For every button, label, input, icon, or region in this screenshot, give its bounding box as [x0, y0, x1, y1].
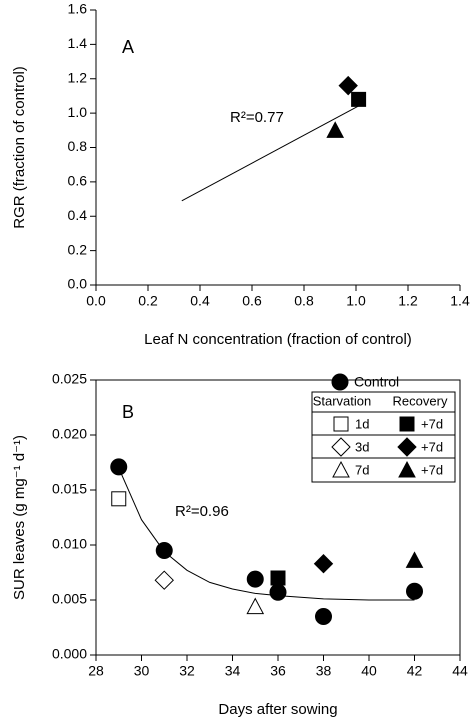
marker-circle [315, 608, 332, 625]
x-tick-label: 0.2 [138, 293, 158, 309]
legend-label: +7d [421, 439, 443, 454]
x-tick-label: 42 [407, 663, 423, 679]
y-tick-label: 0.8 [68, 138, 88, 154]
marker-square [351, 91, 367, 107]
x-tick-label: 0.4 [190, 293, 210, 309]
panel-label: B [122, 402, 134, 422]
y-tick-label: 0.6 [68, 173, 88, 189]
x-axis-label: Leaf N concentration (fraction of contro… [144, 331, 412, 348]
marker-circle [269, 583, 287, 601]
fit-line [118, 467, 415, 601]
marker-circle [406, 582, 423, 600]
annotation: R²=0.96 [175, 503, 229, 520]
legend-marker [399, 416, 415, 432]
legend-header: Recovery [393, 393, 448, 408]
legend-marker [331, 373, 349, 391]
marker-triangle [326, 121, 345, 138]
marker-diamond [338, 75, 358, 96]
legend-label: +7d [421, 462, 443, 477]
y-tick-label: 0.000 [52, 646, 87, 662]
x-tick-label: 40 [361, 663, 377, 679]
legend-label: 1d [355, 416, 369, 431]
legend-label: Control [354, 374, 399, 390]
x-tick-label: 0.0 [86, 293, 106, 309]
legend-label: 7d [355, 462, 369, 477]
y-tick-label: 1.4 [68, 35, 88, 51]
y-tick-label: 0.020 [52, 426, 87, 442]
y-tick-label: 0.015 [52, 481, 87, 497]
x-tick-label: 28 [88, 663, 104, 679]
x-tick-label: 0.6 [242, 293, 262, 309]
y-axis-label: RGR (fraction of control) [11, 66, 28, 229]
marker-square [111, 491, 127, 507]
legend-marker [398, 460, 416, 478]
x-tick-label: 30 [134, 663, 150, 679]
x-tick-label: 34 [225, 663, 241, 679]
marker-triangle [246, 597, 265, 615]
y-tick-label: 0.010 [52, 536, 87, 552]
marker-circle [246, 570, 264, 588]
y-tick-label: 0.005 [52, 591, 87, 607]
legend-marker [333, 416, 349, 432]
x-tick-label: 36 [270, 663, 286, 679]
y-tick-label: 0.2 [68, 241, 88, 257]
legend-marker [331, 437, 351, 457]
marker-circle [110, 458, 128, 476]
marker-diamond [313, 553, 334, 574]
legend-marker [332, 460, 350, 478]
x-tick-label: 1.0 [346, 293, 366, 309]
x-tick-label: 32 [179, 663, 195, 679]
y-tick-label: 0.025 [52, 371, 87, 387]
legend-label: 3d [355, 439, 369, 454]
legend-marker [397, 437, 417, 457]
y-axis-label: SUR leaves (g mg⁻¹ d⁻¹) [11, 435, 28, 600]
marker-triangle [405, 551, 424, 568]
x-tick-label: 44 [452, 663, 468, 679]
panel-label: A [122, 37, 134, 57]
marker-diamond [154, 570, 174, 590]
x-tick-label: 1.2 [398, 293, 418, 309]
y-tick-label: 1.6 [68, 1, 88, 17]
legend-box [311, 391, 456, 483]
x-tick-label: 1.4 [450, 293, 470, 309]
x-axis-label: Days after sowing [218, 701, 337, 718]
marker-circle [155, 542, 173, 559]
x-tick-label: 38 [316, 663, 332, 679]
annotation: R²=0.77 [230, 109, 284, 126]
y-tick-label: 1.2 [68, 69, 88, 85]
fit-line [181, 104, 362, 202]
legend-header: Starvation [313, 393, 372, 408]
marker-square [270, 570, 286, 586]
y-tick-label: 0.0 [68, 276, 88, 292]
y-tick-label: 0.4 [68, 207, 88, 223]
legend-label: +7d [421, 416, 443, 431]
x-tick-label: 0.8 [294, 293, 314, 309]
y-tick-label: 1.0 [68, 104, 88, 120]
